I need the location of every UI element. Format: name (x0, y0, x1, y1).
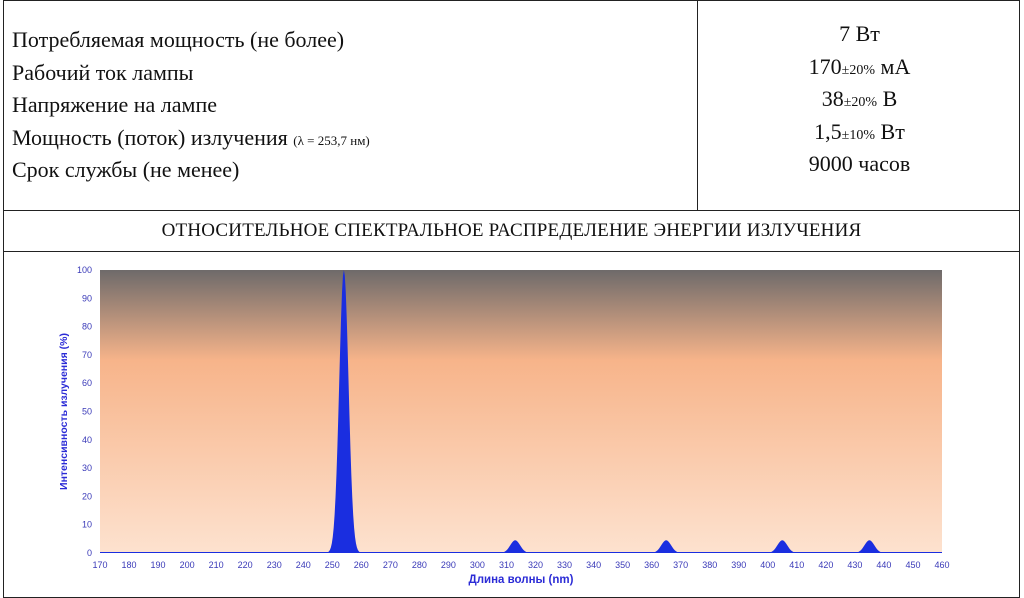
x-tick-label: 320 (528, 560, 543, 570)
section-title: ОТНОСИТЕЛЬНОЕ СПЕКТРАЛЬНОЕ РАСПРЕДЕЛЕНИЕ… (161, 220, 862, 241)
y-tick-label: 0 (87, 548, 92, 558)
x-axis-label: Длина волны (nm) (469, 574, 574, 586)
x-tick-label: 380 (702, 560, 717, 570)
x-tick-label: 250 (325, 560, 340, 570)
spec-label-text: Срок службы (не менее) (12, 157, 240, 182)
spec-label-power: Потребляемая мощность (не более) (12, 24, 692, 57)
x-tick-label: 310 (499, 560, 514, 570)
x-tick-label: 390 (731, 560, 746, 570)
x-tick-label: 330 (557, 560, 572, 570)
spec-value-text: 7 Вт (839, 21, 880, 46)
spec-value-tolerance: ±20% (843, 95, 878, 110)
y-tick-label: 70 (82, 350, 92, 360)
x-tick-label: 200 (180, 560, 195, 570)
x-tick-label: 340 (586, 560, 601, 570)
y-tick-label: 50 (82, 407, 92, 417)
spec-value-main: 1,5 (814, 118, 842, 144)
spec-value-unit: мА (875, 53, 911, 79)
table-column-divider (697, 0, 698, 210)
spec-label-radiation: Мощность (поток) излучения (λ = 253,7 нм… (12, 122, 692, 155)
x-tick-label: 170 (92, 560, 107, 570)
spectrum-peak (325, 270, 363, 553)
x-tick-label: 410 (789, 560, 804, 570)
x-tick-label: 190 (151, 560, 166, 570)
y-tick-label: 20 (82, 491, 92, 501)
spec-value-unit: Вт (875, 118, 905, 144)
x-tick-label: 240 (296, 560, 311, 570)
x-tick-label: 210 (209, 560, 224, 570)
spectrum-peak (762, 540, 803, 553)
spec-value-lifetime: 9000 часов (699, 148, 1020, 181)
spec-values: 7 Вт 170±20% мА 38±20% В 1,5±10% Вт 9000… (699, 18, 1020, 181)
y-tick-label: 90 (82, 293, 92, 303)
spec-value-text: 9000 часов (808, 151, 911, 176)
x-tick-labels: 170 180 190 200 210 220 230 240 250 260 270 280 290 3… (92, 560, 949, 570)
x-tick-label: 280 (412, 560, 427, 570)
y-tick-label: 30 (82, 463, 92, 473)
x-tick-label: 270 (383, 560, 398, 570)
y-tick-label: 10 (82, 520, 92, 530)
spectrum-peak (849, 540, 890, 553)
x-tick-label: 260 (354, 560, 369, 570)
table-row-divider (3, 210, 1020, 211)
spec-label-text: Рабочий ток лампы (12, 59, 194, 85)
x-tick-label: 300 (470, 560, 485, 570)
spec-value-current: 170±20% мА (699, 51, 1020, 84)
spec-label-lifetime: Срок службы (не менее) (12, 154, 692, 187)
y-tick-label: 40 (82, 435, 92, 445)
x-tick-label: 460 (934, 560, 949, 570)
spectrum-peak (646, 540, 686, 553)
y-tick-label: 60 (82, 378, 92, 388)
x-tick-label: 420 (818, 560, 833, 570)
x-tick-label: 360 (644, 560, 659, 570)
spec-label-note: (λ = 253,7 нм) (293, 132, 370, 148)
spec-labels: Потребляемая мощность (не более) Рабочий… (12, 24, 692, 187)
x-tick-label: 430 (847, 560, 862, 570)
spec-value-power: 7 Вт (699, 18, 1020, 51)
spec-label-text: Напряжение на лампе (12, 92, 217, 117)
spec-label-text: Потребляемая мощность (не более) (12, 27, 345, 52)
spec-value-main: 38 (821, 86, 844, 111)
x-tick-label: 450 (905, 560, 920, 570)
spectrum-peak (495, 540, 535, 553)
spec-value-tolerance: ±10% (841, 127, 876, 143)
x-tick-label: 350 (615, 560, 630, 570)
spec-value-voltage: 38±20% В (699, 83, 1020, 116)
x-tick-label: 180 (122, 560, 137, 570)
plot-area (100, 270, 942, 553)
spec-value-radiation: 1,5±10% Вт (699, 116, 1020, 149)
spectrum-series (100, 270, 942, 553)
spec-value-main: 170 (808, 53, 842, 79)
spec-label-current: Рабочий ток лампы (12, 57, 692, 90)
title-row-divider (3, 251, 1020, 252)
y-tick-label: 80 (82, 322, 92, 332)
x-tick-label: 440 (876, 560, 891, 570)
spec-label-text: Мощность (поток) излучения (12, 124, 288, 150)
x-tick-label: 370 (673, 560, 688, 570)
x-tick-label: 400 (760, 560, 775, 570)
spec-value-unit: В (877, 86, 898, 111)
x-tick-label: 290 (441, 560, 456, 570)
y-axis-label: Интенсивность излучения (%) (58, 333, 70, 490)
x-tick-label: 220 (238, 560, 253, 570)
spec-value-tolerance: ±20% (841, 62, 876, 78)
x-tick-label: 230 (267, 560, 282, 570)
y-tick-label: 100 (77, 265, 92, 275)
spec-label-voltage: Напряжение на лампе (12, 89, 692, 122)
y-tick-labels: 0 10 20 30 40 50 60 70 80 90 100 (77, 265, 92, 558)
